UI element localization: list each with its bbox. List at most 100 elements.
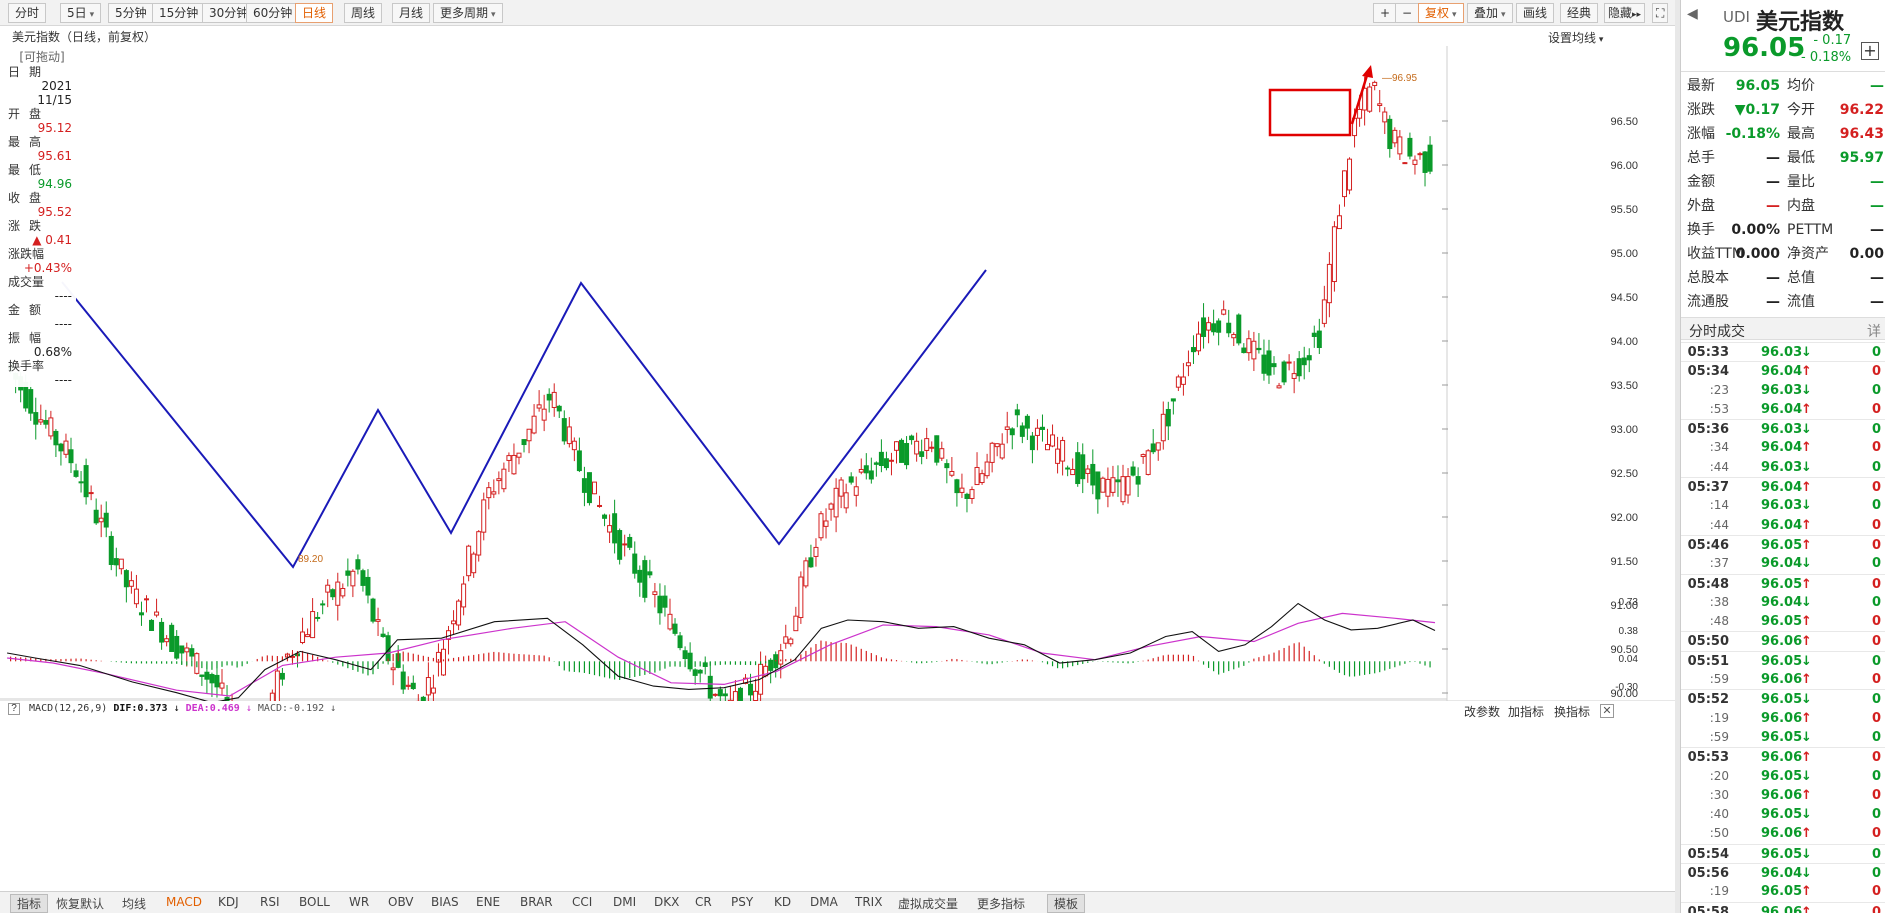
trades-list[interactable]: 05:33 96.03 ↓ 0 05:34 96.04 ↑ 0:23 96.03 ↓ 0:53 96.… (1681, 342, 1885, 913)
tab-indicators[interactable]: 指标 (10, 894, 49, 913)
tab-ma[interactable]: 均线 (122, 897, 147, 911)
zoom-in-button[interactable]: + (1373, 3, 1398, 23)
candle-up (335, 581, 341, 606)
quote-label-2: 均价 (1787, 78, 1815, 94)
tab-kd[interactable]: KD (774, 895, 792, 909)
candle-up (1372, 81, 1378, 87)
candle-down (672, 623, 678, 634)
add-indicator-button[interactable]: 加指标 (1508, 705, 1545, 719)
period-tab-daily[interactable]: 日线 (295, 3, 334, 23)
trade-time: 05:52 (1687, 692, 1729, 708)
classic-button[interactable]: 经典 (1560, 3, 1599, 23)
tab-trix[interactable]: TRIX (855, 895, 883, 909)
fullscreen-icon[interactable]: ⛶ (1652, 3, 1669, 23)
trade-volume: 0 (1872, 672, 1882, 688)
hide-button[interactable]: 隐藏▸▸ (1604, 3, 1646, 23)
tab-dmi[interactable]: DMI (613, 895, 637, 909)
candle-up (466, 545, 472, 577)
trade-volume: 0 (1872, 440, 1882, 456)
switch-indicator-button[interactable]: 换指标 (1554, 705, 1591, 719)
period-tab-5min[interactable]: 5分钟 (108, 3, 154, 23)
tab-template[interactable]: 模板 (1047, 894, 1086, 913)
tab-virtual-volume[interactable]: 虚拟成交量 (898, 897, 959, 911)
candle-up (607, 525, 613, 533)
tab-wr[interactable]: WR (349, 895, 370, 909)
candle-down (138, 612, 144, 616)
quote-label: 总手 (1687, 150, 1715, 166)
tab-boll[interactable]: BOLL (299, 895, 330, 909)
candle-up (949, 470, 955, 476)
amount-label: 金额 (8, 303, 51, 317)
close-icon[interactable]: ✕ (1600, 704, 1614, 718)
period-tab-15min[interactable]: 15分钟 (152, 3, 206, 23)
arrow-down-icon: ↓ (330, 703, 337, 714)
trade-time: 05:51 (1687, 653, 1729, 669)
period-tab-monthly[interactable]: 月线 (392, 3, 431, 23)
help-icon[interactable]: ? (8, 703, 20, 715)
candle-up (1055, 448, 1061, 464)
candle-down (78, 481, 84, 484)
quote-value: ▼0.17 (1734, 102, 1780, 118)
draw-line-button[interactable]: 画线 (1516, 3, 1555, 23)
tab-more-indicators[interactable]: 更多指标 (977, 897, 1026, 911)
kline-chart[interactable]: 96.50 96.00 95.50 95.00 94.50 94.00 93.50 93.00… (0, 46, 1675, 701)
tab-cr[interactable]: CR (695, 895, 712, 909)
chevron-left-icon[interactable]: ◀ (1687, 6, 1698, 22)
period-tab-intraday[interactable]: 分时 (8, 3, 47, 23)
tab-dma[interactable]: DMA (810, 895, 838, 909)
period-tab-5day[interactable]: 5日 ▾ (60, 3, 102, 23)
indicator-tabs: 指标 恢复默认 均线 MACD KDJ RSI BOLL WR OBV BIAS… (0, 891, 1675, 913)
trades-title: 分时成交 (1689, 324, 1745, 340)
candle-down (1170, 398, 1176, 402)
trade-volume: 0 (1872, 459, 1882, 475)
change-params-button[interactable]: 改参数 (1464, 705, 1501, 719)
tab-kdj[interactable]: KDJ (218, 895, 239, 909)
candle-up (1145, 450, 1151, 475)
tab-cci[interactable]: CCI (572, 895, 593, 909)
overlay-button[interactable]: 叠加 ▾ (1467, 3, 1513, 23)
candle-down (1271, 363, 1277, 368)
zoom-out-button[interactable]: − (1395, 3, 1420, 23)
trades-detail-button[interactable]: 详 (1867, 324, 1881, 340)
candle-down (934, 435, 940, 463)
amount-value: ---- (54, 317, 72, 331)
adjust-button[interactable]: 复权 ▾ (1418, 3, 1464, 23)
tab-rsi[interactable]: RSI (260, 895, 280, 909)
tab-obv[interactable]: OBV (388, 895, 414, 909)
trade-time: :38 (1709, 594, 1729, 609)
ohlc-infobox[interactable]: [可拖动] 日期 2021 11/15 开盘 95.12 最高 95.61 最低… (8, 50, 76, 387)
y-tick-label: 91.50 (1610, 556, 1638, 568)
candle-down (159, 621, 165, 643)
candle-down (561, 418, 567, 442)
more-periods-button[interactable]: 更多周期 ▾ (433, 3, 503, 23)
period-tab-60min[interactable]: 60分钟 (246, 3, 300, 23)
date-md: 11/15 (37, 93, 72, 107)
candle-up (219, 682, 225, 689)
arrow-up-icon: ↑ (1801, 826, 1812, 842)
tab-dkx[interactable]: DKX (654, 895, 680, 909)
chevron-down-icon: ▾ (1596, 35, 1604, 45)
candle-down (808, 557, 814, 568)
panel-splitter[interactable] (1675, 0, 1680, 913)
tab-restore-default[interactable]: 恢复默认 (56, 897, 105, 911)
period-tab-weekly[interactable]: 周线 (344, 3, 383, 23)
period-tab-30min[interactable]: 30分钟 (202, 3, 256, 23)
tab-macd[interactable]: MACD (166, 895, 202, 909)
tab-psy[interactable]: PSY (731, 895, 754, 909)
trade-row: 05:50 96.06 ↑ 0 (1681, 631, 1885, 650)
tab-ene[interactable]: ENE (476, 895, 501, 909)
add-watchlist-icon[interactable]: + (1861, 42, 1879, 60)
tab-brar[interactable]: BRAR (520, 895, 553, 909)
turnover-label: 换手率 (8, 359, 45, 373)
candle-up (511, 454, 517, 475)
quote-value-2: — (1870, 270, 1884, 286)
candle-up (652, 591, 658, 596)
candle-up (440, 648, 446, 676)
candle-up (269, 692, 275, 701)
tab-bias[interactable]: BIAS (431, 895, 459, 909)
trade-time: 05:54 (1687, 846, 1729, 862)
ma-settings-button[interactable]: 设置均线 ▾ (1548, 31, 1604, 45)
candle-up (1341, 170, 1347, 198)
candle-up (742, 677, 748, 684)
candle-up (1140, 454, 1146, 458)
